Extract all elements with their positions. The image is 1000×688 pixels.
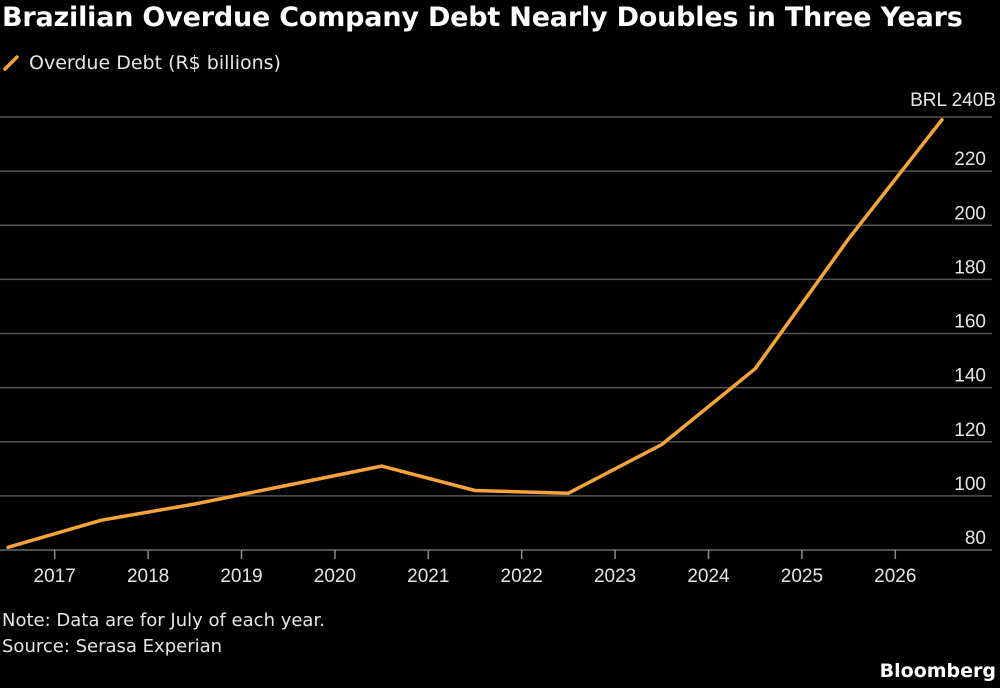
line-chart: 80 100 120 140 160 180 200 220 2017 2018 2019 2020 2…: [0, 90, 996, 587]
legend: Overdue Debt (R$ billions): [2, 50, 281, 76]
x-tick-label: 2024: [687, 566, 730, 587]
x-tick-label: 2018: [127, 566, 169, 587]
y-tick-label: 120: [954, 420, 986, 441]
x-tick-label: 2021: [407, 566, 449, 587]
x-tick-label: 2023: [594, 566, 636, 587]
x-tick-label: 2022: [501, 566, 543, 587]
legend-swatch-icon: [3, 55, 19, 71]
x-tick-label: 2025: [781, 566, 823, 587]
y-tick-label: 80: [965, 528, 986, 549]
brand-logo: Bloomberg: [879, 660, 996, 682]
y-tick-label: 180: [954, 257, 986, 278]
chart-note: Note: Data are for July of each year.: [2, 610, 325, 631]
end-value-label: BRL 240B: [910, 90, 996, 111]
x-tick-label: 2026: [874, 566, 916, 587]
chart-title: Brazilian Overdue Company Debt Nearly Do…: [2, 2, 963, 33]
x-tick-label: 2020: [314, 566, 356, 587]
y-tick-label: 100: [954, 474, 986, 495]
y-tick-label: 140: [954, 366, 986, 387]
y-tick-label: 160: [954, 312, 986, 333]
y-tick-label: 200: [954, 203, 986, 224]
chart-source: Source: Serasa Experian: [2, 636, 223, 657]
x-tick-label: 2017: [34, 566, 76, 587]
legend-label: Overdue Debt (R$ billions): [29, 52, 281, 74]
x-tick-label: 2019: [220, 566, 262, 587]
y-tick-label: 220: [954, 149, 986, 170]
